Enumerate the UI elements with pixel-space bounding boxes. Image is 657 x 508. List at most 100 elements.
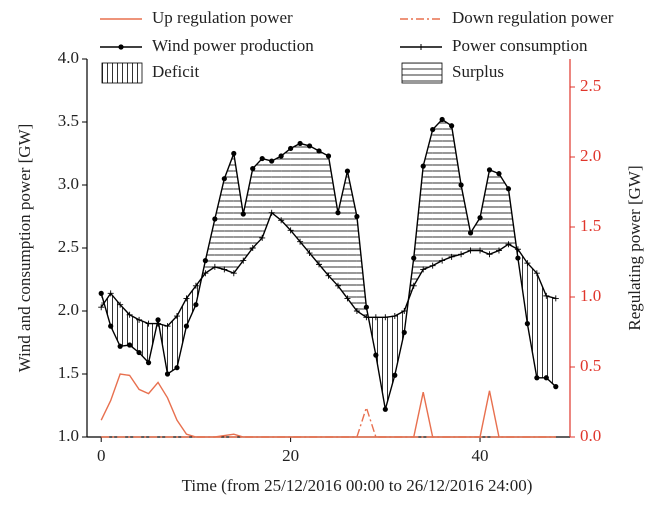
fill-band [489, 169, 499, 255]
fill-band [527, 263, 537, 378]
legend-swatch [101, 62, 143, 84]
point [297, 140, 303, 147]
fill-band [536, 273, 547, 378]
y-tick-label: 1.0 [58, 426, 79, 445]
point [533, 270, 540, 277]
point [127, 342, 133, 348]
fill-band [319, 150, 329, 276]
point [269, 158, 275, 164]
point [136, 316, 143, 323]
point [372, 314, 379, 321]
point [353, 308, 360, 314]
point [192, 282, 199, 289]
point [183, 295, 190, 302]
point [211, 263, 218, 270]
y2-tick-label: 2.5 [580, 76, 601, 95]
x-axis-label: Time (from 25/12/2016 00:00 to 26/12/201… [182, 476, 533, 495]
fill-band [233, 153, 244, 274]
legend-label: Wind power production [152, 36, 314, 55]
point [392, 372, 398, 378]
point [259, 234, 266, 241]
point [221, 266, 228, 273]
point [231, 150, 237, 157]
y2-tick-label: 2.0 [580, 146, 601, 165]
y2-axis-label: Regulating power [GW] [625, 165, 644, 330]
fill-band [375, 317, 386, 410]
point [486, 251, 493, 258]
point [344, 168, 351, 174]
point [496, 171, 502, 177]
point [117, 301, 124, 308]
point [458, 251, 465, 258]
point [524, 321, 530, 327]
point [240, 257, 247, 264]
point [429, 262, 436, 269]
point [467, 247, 474, 254]
point [382, 406, 388, 412]
point [173, 313, 180, 320]
legend-label: Down regulation power [452, 8, 614, 27]
x-tick-label: 0 [97, 446, 106, 465]
fill-band [328, 156, 338, 286]
point [287, 227, 294, 234]
fill-band [423, 129, 433, 270]
point [373, 352, 379, 358]
point [486, 167, 493, 173]
point [325, 272, 332, 279]
point [514, 246, 521, 253]
point [439, 257, 446, 264]
point [155, 317, 161, 323]
point [221, 176, 227, 182]
point [401, 329, 407, 336]
point [354, 213, 360, 220]
point [334, 282, 341, 289]
point [259, 155, 265, 162]
fill-band [309, 145, 320, 265]
point [117, 343, 123, 349]
fill-band [243, 168, 253, 261]
point [278, 153, 284, 159]
point [193, 302, 199, 308]
point [202, 258, 208, 264]
point [98, 304, 105, 311]
point [136, 349, 142, 356]
legend-marker [418, 44, 424, 50]
point [306, 250, 313, 257]
point [155, 320, 162, 327]
point [145, 320, 152, 327]
point [543, 375, 549, 381]
legend-marker [118, 44, 124, 50]
y-tick-label: 3.5 [58, 111, 79, 130]
point [316, 148, 322, 154]
point [164, 371, 171, 377]
point [553, 384, 559, 390]
point [515, 255, 521, 261]
y-tick-label: 2.0 [58, 300, 79, 319]
y-tick-label: 1.5 [58, 363, 79, 382]
point [449, 123, 455, 129]
point [524, 260, 531, 267]
point [505, 186, 512, 192]
point [297, 238, 304, 245]
point [268, 209, 275, 216]
point [212, 216, 218, 222]
fill-band [413, 166, 424, 286]
point [344, 295, 351, 302]
point [249, 245, 256, 251]
fill-band [432, 119, 443, 266]
point [98, 290, 104, 296]
point [126, 311, 133, 318]
point [183, 323, 190, 329]
fill-band [451, 125, 462, 257]
series-line [100, 373, 556, 438]
point [543, 292, 550, 299]
y2-tick-label: 0.0 [580, 426, 601, 445]
legend-label: Deficit [152, 62, 199, 81]
point [495, 247, 502, 254]
x-tick-label: 20 [282, 446, 299, 465]
point [363, 304, 369, 310]
fill-band [129, 314, 140, 353]
fill-band [385, 316, 395, 410]
legend-label: Power consumption [452, 36, 588, 55]
